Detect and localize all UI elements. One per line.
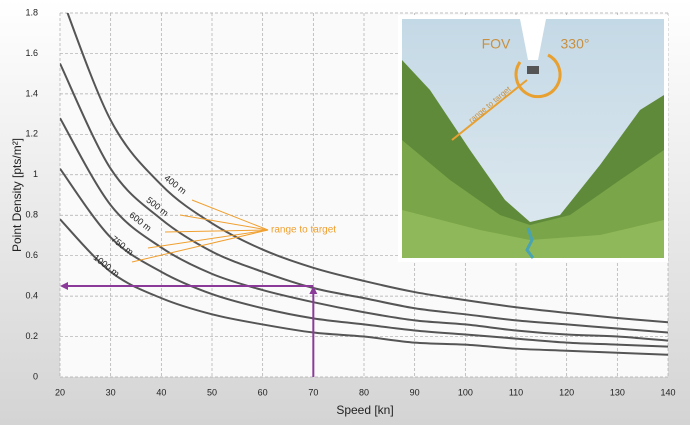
- x-tick-label: 80: [359, 387, 369, 397]
- y-tick-label: 0: [33, 371, 38, 381]
- x-tick-label: 70: [308, 387, 318, 397]
- curve: [60, 168, 668, 348]
- y-axis-label: Point Density [pts/m²]: [10, 138, 24, 252]
- y-tick-label: 0.2: [25, 331, 38, 341]
- x-tick-label: 60: [258, 387, 268, 397]
- annotation-line: [179, 214, 269, 231]
- x-tick-label: 90: [410, 387, 420, 397]
- inset-angle-label: 330°: [561, 36, 590, 52]
- y-tick-label: 1.2: [25, 129, 38, 139]
- annotation-line: [147, 229, 269, 249]
- inset-fov-label: FOV: [482, 36, 511, 52]
- arrow-head: [309, 286, 318, 294]
- x-tick-label: 30: [106, 387, 116, 397]
- y-tick-label: 1.8: [25, 7, 38, 17]
- y-tick-label: 0.6: [25, 250, 38, 260]
- annotation: range to target: [271, 225, 336, 236]
- y-tick-label: 1.4: [25, 88, 38, 98]
- curve: [66, 13, 668, 324]
- curve: [60, 63, 668, 334]
- curve: [60, 218, 668, 356]
- arrow-head: [60, 282, 68, 290]
- x-tick-label: 130: [610, 387, 625, 397]
- x-tick-label: 40: [156, 387, 166, 397]
- x-axis-label: Speed [kn]: [336, 403, 393, 417]
- annotation-line: [131, 229, 269, 263]
- x-tick-label: 120: [559, 387, 574, 397]
- annotation-line: [191, 199, 269, 231]
- x-tick-label: 140: [660, 387, 675, 397]
- y-tick-label: 1.6: [25, 48, 38, 58]
- x-tick-label: 110: [509, 387, 523, 397]
- curve: [60, 117, 668, 342]
- x-tick-label: 50: [207, 387, 217, 397]
- y-tick-label: 0.8: [25, 210, 38, 220]
- x-tick-label: 20: [55, 387, 65, 397]
- y-tick-label: 1: [33, 169, 38, 179]
- y-tick-label: 0.4: [25, 290, 38, 300]
- annotation-line: [164, 229, 269, 233]
- inset-photo: FOV 330° range to target: [398, 15, 668, 262]
- x-tick-label: 100: [458, 387, 473, 397]
